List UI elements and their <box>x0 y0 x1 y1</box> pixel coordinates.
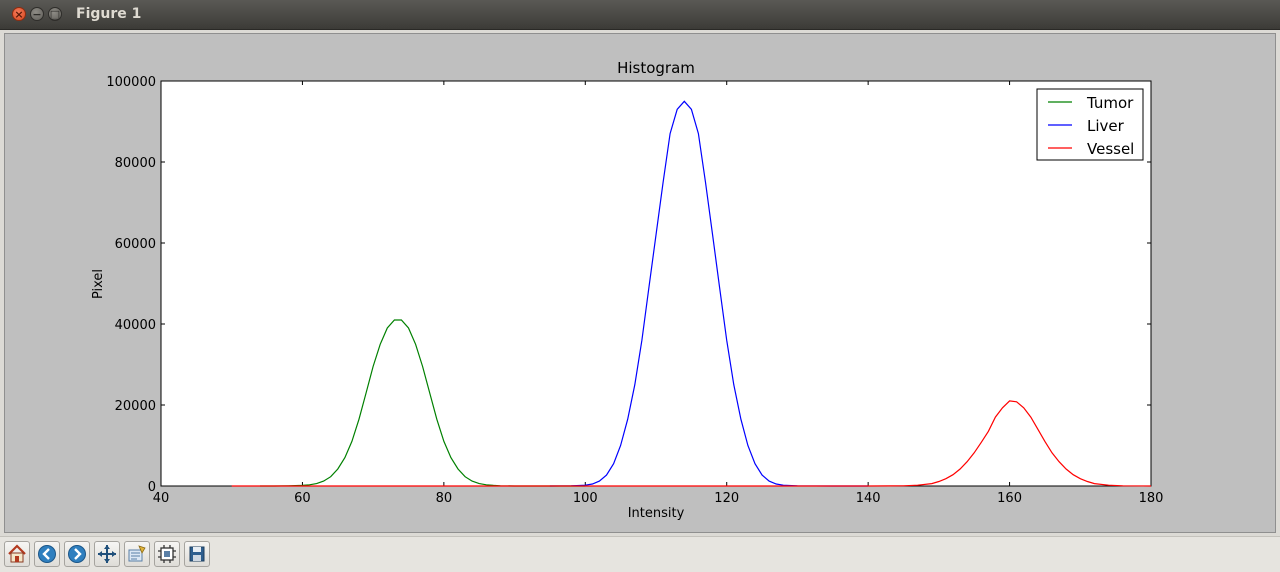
back-icon <box>38 545 56 563</box>
y-tick-label: 100000 <box>106 75 156 90</box>
legend-label-vessel: Vessel <box>1087 140 1134 158</box>
axis-ticks: 40 60 80 100 120 140 160 180 0 20000 40000 60000 800… <box>106 75 1163 506</box>
x-tick-label: 40 <box>153 491 170 506</box>
series-line-liver <box>549 100 869 487</box>
zoom-icon <box>128 545 146 562</box>
legend-label-liver: Liver <box>1087 117 1125 135</box>
pan-button[interactable] <box>94 541 120 567</box>
x-tick-label: 180 <box>1139 491 1164 506</box>
close-window-button[interactable]: × <box>12 7 26 21</box>
y-tick-label: 20000 <box>115 399 156 414</box>
y-tick-label: 0 <box>148 480 156 495</box>
home-icon <box>8 544 26 563</box>
x-tick-label: 60 <box>294 491 311 506</box>
chart-title: Histogram <box>617 59 695 77</box>
zoom-button[interactable] <box>124 541 150 567</box>
x-axis-label: Intensity <box>628 506 685 521</box>
series-line-tumor <box>260 319 586 487</box>
x-tick-label: 160 <box>997 491 1022 506</box>
figure-canvas[interactable]: Histogram Intensity Pixel 40 60 80 100 120 14… <box>4 33 1276 533</box>
minimize-icon: − <box>32 8 42 21</box>
minimize-window-button[interactable]: − <box>30 7 44 21</box>
navigation-toolbar <box>0 536 1280 572</box>
series-line-vessel <box>231 400 1152 487</box>
subplots-icon <box>158 545 176 563</box>
x-tick-label: 120 <box>714 491 739 506</box>
close-icon: × <box>14 8 24 21</box>
series-lines <box>231 100 1152 487</box>
x-tick-label: 140 <box>856 491 881 506</box>
window-title: Figure 1 <box>76 6 142 22</box>
plot-area <box>160 80 1152 487</box>
legend: Tumor Liver Vessel <box>1036 88 1144 161</box>
histogram-chart[interactable]: Histogram Intensity Pixel 40 60 80 100 120 14… <box>5 34 1275 532</box>
home-button[interactable] <box>4 541 30 567</box>
y-tick-label: 40000 <box>115 318 156 333</box>
maximize-window-button[interactable]: □ <box>48 7 62 21</box>
back-button[interactable] <box>34 541 60 567</box>
save-button[interactable] <box>184 541 210 567</box>
pan-icon <box>98 545 116 563</box>
title-bar[interactable]: × − □ Figure 1 <box>0 0 1280 30</box>
x-tick-label: 100 <box>573 491 598 506</box>
legend-label-tumor: Tumor <box>1086 94 1134 112</box>
maximize-icon: □ <box>49 8 61 21</box>
forward-button[interactable] <box>64 541 90 567</box>
x-tick-label: 80 <box>436 491 453 506</box>
save-icon <box>189 546 205 562</box>
forward-icon <box>68 545 86 563</box>
y-tick-label: 60000 <box>115 237 156 252</box>
subplots-button[interactable] <box>154 541 180 567</box>
y-axis-label: Pixel <box>91 269 106 299</box>
y-tick-label: 80000 <box>115 156 156 171</box>
